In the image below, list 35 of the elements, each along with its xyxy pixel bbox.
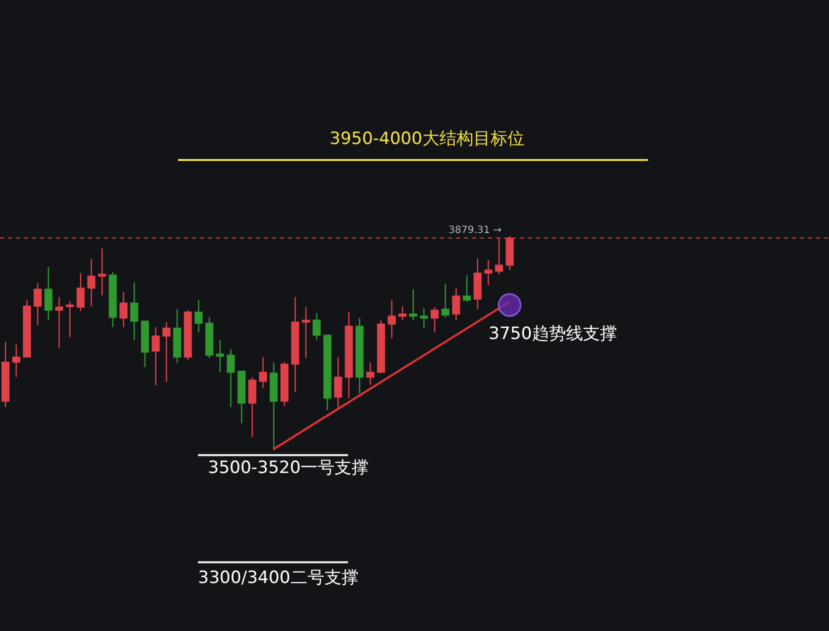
candlestick <box>312 312 321 341</box>
candlestick <box>162 322 170 383</box>
candlestick <box>76 272 85 312</box>
candlestick <box>398 306 406 321</box>
candlestick <box>66 300 74 338</box>
candlestick <box>462 274 471 303</box>
candlestick <box>420 307 428 329</box>
ref-line-label: 3500-3520一号支撑 <box>208 458 369 478</box>
ref-line-label: 3950-4000大结构目标位 <box>330 129 524 150</box>
ref-line-label: 3300/3400二号支撑 <box>198 568 358 588</box>
candlestick <box>152 326 160 386</box>
candlestick <box>366 362 374 386</box>
candlestick <box>34 282 42 326</box>
candlestick <box>430 306 439 333</box>
annotation: 3750趋势线支撑 <box>488 324 617 344</box>
candlestick <box>194 300 203 333</box>
candlestick <box>226 348 235 408</box>
candlestick <box>441 283 450 318</box>
candlestick <box>259 356 267 389</box>
candlestick <box>12 344 20 378</box>
candlestick <box>98 247 106 296</box>
candlestick <box>302 306 310 359</box>
candlestick <box>388 300 396 339</box>
candlestick <box>55 296 64 349</box>
candlestick <box>452 288 460 321</box>
candlestick <box>216 340 224 373</box>
candlestick <box>87 258 96 307</box>
candlestick <box>409 288 418 321</box>
candlestick <box>248 376 256 438</box>
candlestick <box>334 356 342 409</box>
candlestick <box>484 259 492 286</box>
candlestick <box>130 282 138 341</box>
ref-line-label: 3879.31 → <box>448 225 502 236</box>
candlestick <box>44 266 52 321</box>
candlestick <box>120 292 128 328</box>
